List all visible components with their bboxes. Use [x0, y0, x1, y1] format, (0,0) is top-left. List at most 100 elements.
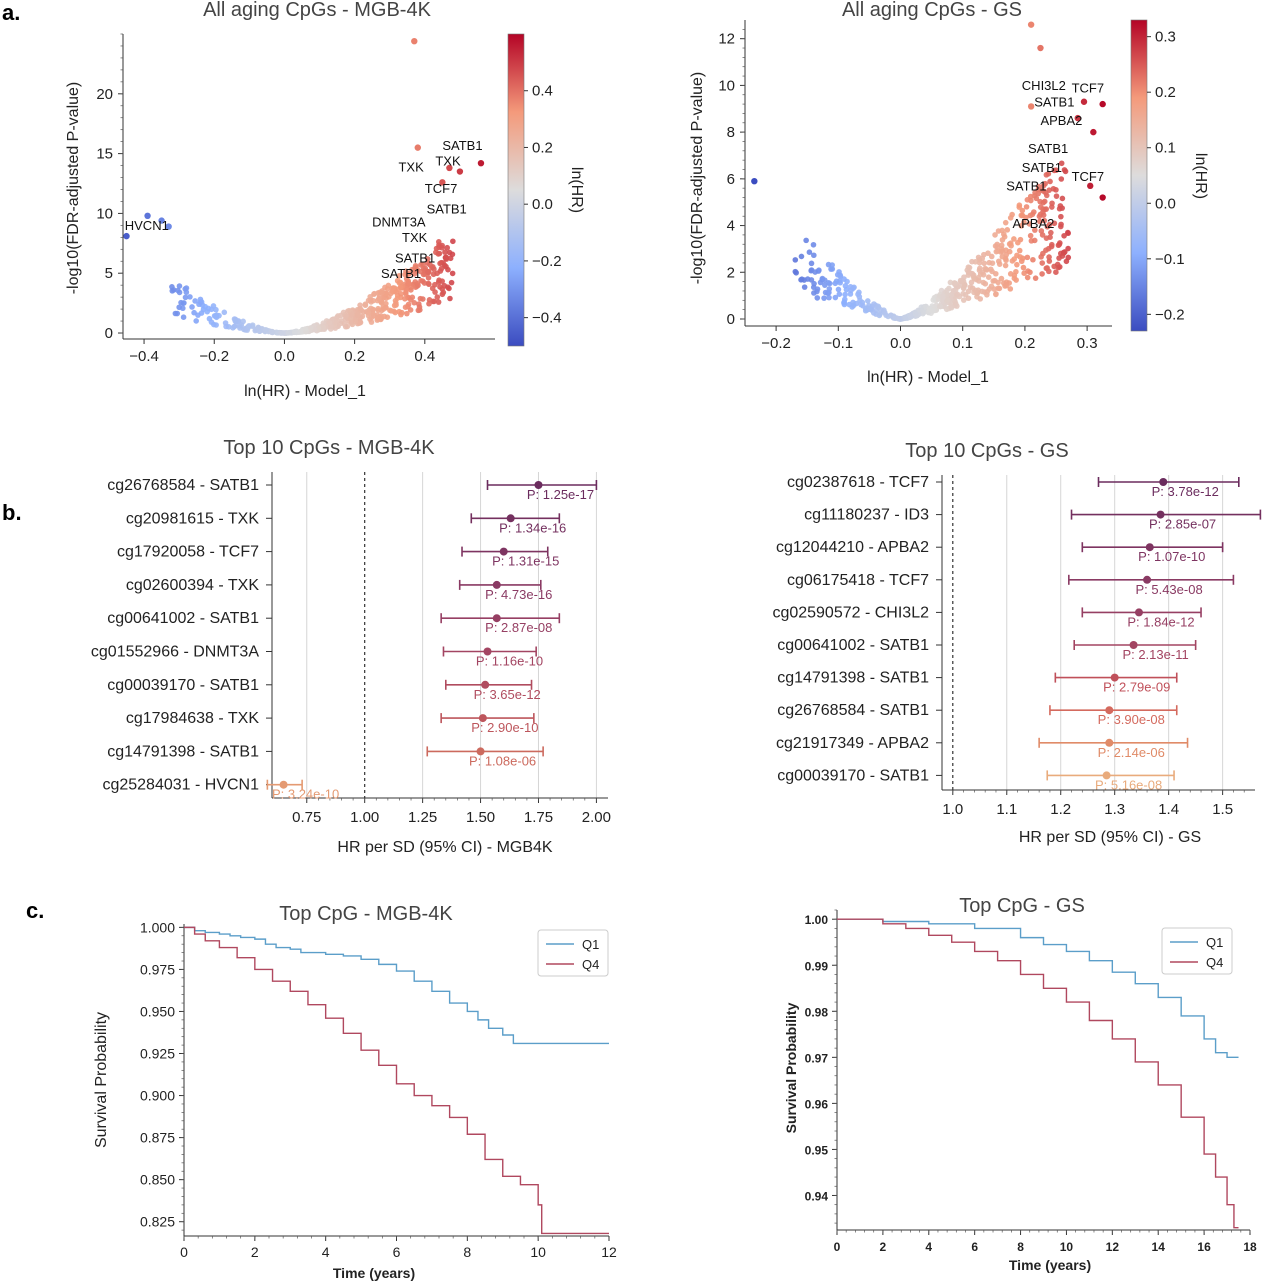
hr-point: [1156, 510, 1165, 519]
hr-point: [1105, 738, 1114, 747]
colorbar: [507, 33, 525, 347]
data-point: [912, 311, 919, 317]
y-tick-label: 6: [727, 171, 735, 188]
panel-label-c: c.: [26, 898, 44, 923]
data-point: [976, 278, 982, 284]
gene-annotation: TXK: [435, 154, 461, 169]
colorbar: [1130, 19, 1148, 332]
x-tick-label: 0.3: [1077, 335, 1098, 352]
cpg-label: cg00641002 - SATB1: [777, 637, 929, 654]
data-point: [992, 232, 998, 238]
x-tick-label: 0.75: [292, 809, 321, 826]
p-value-label: P: 1.34e-16: [499, 520, 566, 535]
hr-point: [478, 714, 487, 723]
data-point: [286, 329, 293, 336]
chart-title: All aging CpGs - MGB-4K: [203, 0, 432, 21]
data-point: [1042, 180, 1048, 187]
data-point: [1016, 204, 1023, 210]
data-point: [320, 324, 326, 331]
data-point: [930, 297, 937, 303]
chart-title: Top CpG - GS: [959, 895, 1085, 917]
y-tick-label: 12: [718, 31, 735, 48]
data-point: [1030, 256, 1036, 263]
data-point: [972, 287, 979, 294]
data-point: [1065, 245, 1071, 252]
x-tick-label: 18: [1243, 1240, 1257, 1254]
gene-annotation: APBA2: [1040, 113, 1082, 128]
x-axis-label: ln(HR) - Model_1: [867, 369, 989, 386]
y-axis-label: Survival Probability: [93, 1012, 110, 1148]
data-point: [998, 275, 1005, 282]
y-tick-label: 1.000: [140, 919, 175, 935]
data-point: [835, 286, 842, 293]
data-point: [1040, 212, 1047, 218]
cpg-label: cg02600394 - TXK: [126, 577, 259, 594]
data-point: [376, 295, 382, 302]
data-point: [432, 289, 438, 295]
x-tick-label: 2: [880, 1240, 887, 1254]
data-point: [962, 282, 968, 289]
data-point: [1049, 241, 1055, 248]
data-point: [981, 260, 987, 267]
x-tick-label: 0.2: [344, 348, 365, 365]
data-point: [1011, 275, 1018, 282]
data-point: [1026, 221, 1033, 227]
data-point: [999, 237, 1006, 243]
data-point: [435, 299, 442, 305]
data-point: [940, 293, 946, 299]
data-point: [1046, 254, 1052, 260]
data-point: [1024, 274, 1031, 281]
data-point: [404, 271, 411, 277]
data-point: [1007, 271, 1014, 277]
data-point: [378, 299, 385, 306]
data-point: [435, 251, 442, 257]
data-point: [165, 223, 172, 230]
x-tick-label: 4: [925, 1240, 932, 1254]
data-point: [1011, 236, 1017, 242]
colorbar-tick-label: 0.0: [1155, 195, 1176, 212]
x-tick-label: 0.1: [952, 335, 973, 352]
data-point: [326, 319, 333, 326]
x-axis-label: ln(HR) - Model_1: [244, 383, 366, 400]
gene-annotation: SATB1: [427, 201, 467, 216]
x-tick-label: 14: [1152, 1240, 1166, 1254]
data-point: [1061, 232, 1067, 239]
data-point: [811, 290, 817, 296]
data-point: [948, 303, 954, 310]
data-point: [950, 287, 957, 294]
data-point: [751, 177, 758, 185]
data-point: [1038, 228, 1045, 234]
data-point: [439, 242, 445, 249]
cpg-label: cg02590572 - CHI3L2: [772, 604, 929, 621]
hr-point: [1102, 771, 1111, 780]
y-tick-label: 0.98: [805, 1005, 829, 1019]
data-point: [1044, 224, 1051, 230]
hr-point: [1105, 706, 1114, 715]
data-point: [380, 306, 387, 312]
data-point: [427, 261, 433, 268]
chart-title: Top 10 CpGs - MGB-4K: [223, 437, 435, 459]
gene-annotation: SATB1: [381, 266, 421, 281]
data-point: [1087, 182, 1094, 190]
cpg-label: cg20981615 - TXK: [126, 510, 259, 527]
data-point: [1003, 257, 1009, 264]
data-point: [870, 310, 877, 316]
colorbar-tick-label: −0.2: [532, 253, 562, 270]
data-point: [1046, 258, 1053, 264]
data-point: [881, 309, 888, 316]
gene-annotation: SATB1: [442, 138, 482, 153]
data-point: [1006, 248, 1013, 255]
x-tick-label: 0.0: [890, 335, 911, 352]
p-value-label: P: 3.65e-12: [474, 687, 541, 702]
data-point: [862, 307, 869, 314]
data-point: [279, 330, 285, 336]
data-point: [477, 159, 485, 167]
hr-point: [476, 747, 485, 756]
data-point: [1037, 204, 1044, 210]
p-value-label: P: 3.90e-08: [1098, 712, 1165, 727]
x-tick-label: 16: [1197, 1240, 1211, 1254]
data-point: [192, 298, 198, 304]
data-point: [450, 238, 456, 245]
data-point: [803, 237, 809, 244]
